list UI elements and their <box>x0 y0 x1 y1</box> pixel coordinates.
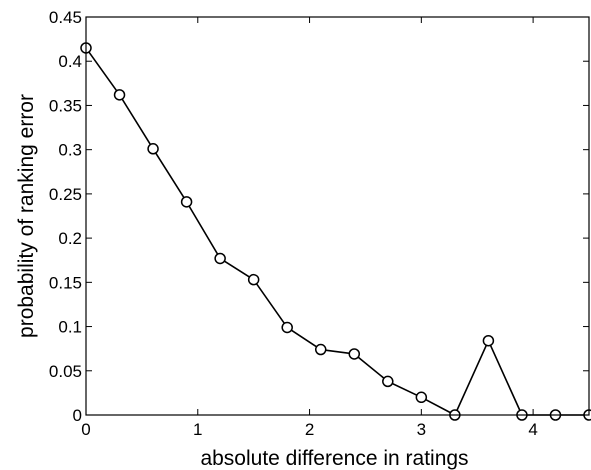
x-tick-label: 4 <box>528 420 537 439</box>
y-tick-label: 0.35 <box>49 96 82 115</box>
data-point <box>314 343 327 356</box>
x-tick-label: 1 <box>193 420 202 439</box>
data-point <box>482 334 495 347</box>
y-tick-label: 0.1 <box>58 318 82 337</box>
data-point <box>247 273 260 286</box>
tick-labels-layer: 0 0.05 0.1 0.15 0.2 0.25 0.3 0.35 0.4 0.45 0 1 2 3 4 <box>49 8 538 439</box>
data-point <box>415 391 428 404</box>
x-tick-label: 3 <box>417 420 426 439</box>
data-point <box>281 321 293 334</box>
y-tick-label: 0.15 <box>49 273 82 292</box>
series-layer <box>80 42 591 421</box>
data-point <box>180 196 193 208</box>
y-tick-label: 0 <box>73 406 82 425</box>
y-tick-label: 0.3 <box>58 141 82 160</box>
data-point <box>382 375 394 388</box>
y-tick-label: 0.4 <box>58 52 82 71</box>
plot-frame <box>85 16 590 416</box>
x-tick-label: 0 <box>81 420 90 439</box>
data-point <box>348 348 361 360</box>
ticks-layer <box>85 16 589 416</box>
data-point <box>147 143 159 155</box>
y-axis-label: probability of ranking error <box>15 94 38 338</box>
y-tick-label: 0.05 <box>49 362 82 381</box>
y-tick-label: 0.2 <box>58 229 82 248</box>
data-point <box>113 89 126 101</box>
data-point <box>214 252 226 265</box>
y-tick-label: 0.25 <box>49 185 82 204</box>
x-axis-label: absolute difference in ratings <box>200 447 468 470</box>
x-tick-label: 2 <box>305 420 314 439</box>
y-tick-label: 0.45 <box>49 8 82 27</box>
series-line <box>85 47 589 416</box>
